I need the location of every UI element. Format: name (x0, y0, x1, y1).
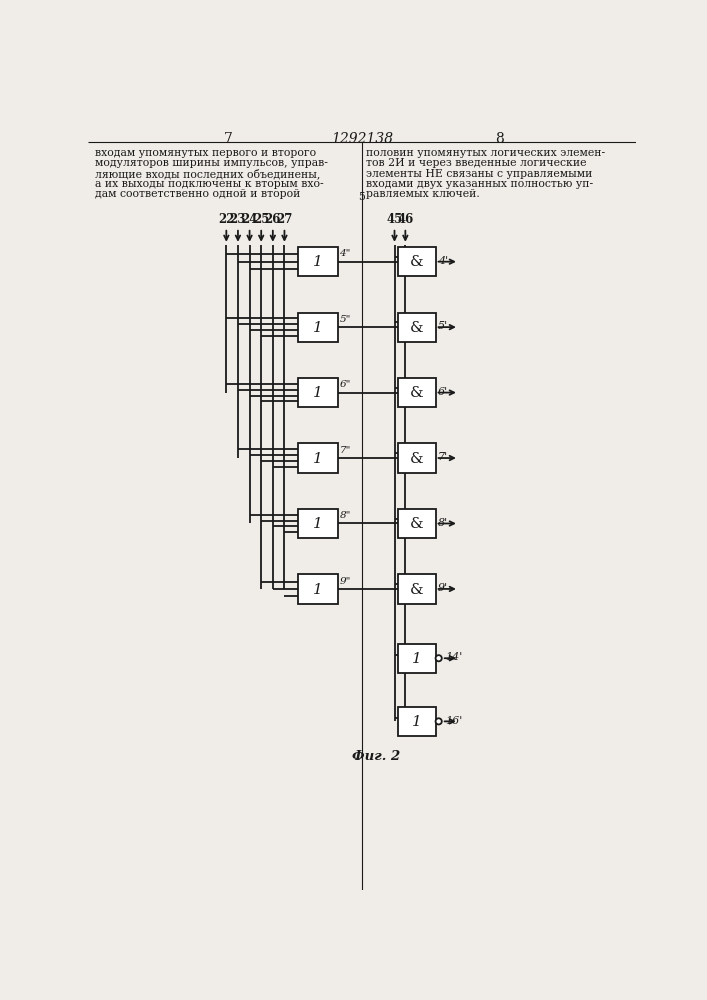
Text: &: & (410, 386, 423, 400)
Text: элементы НЕ связаны с управляемыми: элементы НЕ связаны с управляемыми (366, 169, 592, 179)
Text: 4": 4" (339, 249, 351, 258)
Bar (298, 509, 338, 538)
Text: модуляторов ширины импульсов, управ-: модуляторов ширины импульсов, управ- (95, 158, 327, 168)
Bar (298, 312, 338, 342)
Text: 9": 9" (339, 577, 351, 586)
Text: Фиг. 2: Фиг. 2 (352, 750, 400, 763)
Bar (398, 312, 436, 342)
Text: 1: 1 (313, 583, 322, 597)
Text: 16': 16' (445, 716, 462, 726)
Text: 6": 6" (339, 380, 351, 389)
Text: 1: 1 (412, 652, 422, 666)
Circle shape (436, 718, 442, 724)
Text: &: & (410, 255, 423, 269)
Text: 7": 7" (339, 446, 351, 455)
Text: 46: 46 (397, 213, 414, 226)
Text: входами двух указанных полностью уп-: входами двух указанных полностью уп- (366, 179, 593, 189)
Text: 14': 14' (445, 652, 462, 662)
Text: 1: 1 (313, 321, 322, 335)
Text: 1: 1 (313, 517, 322, 531)
Text: &: & (410, 583, 423, 597)
Text: 1: 1 (313, 386, 322, 400)
Text: 1: 1 (313, 255, 322, 269)
Text: 8': 8' (438, 518, 448, 528)
Text: 25: 25 (253, 213, 269, 226)
Text: равляемых ключей.: равляемых ключей. (366, 189, 479, 199)
Text: половин упомянутых логических элемен-: половин упомянутых логических элемен- (366, 148, 605, 158)
Text: тов 2И и через введенные логические: тов 2И и через введенные логические (366, 158, 586, 168)
Bar (298, 443, 338, 473)
Text: 1292138: 1292138 (332, 132, 393, 146)
Text: 26: 26 (264, 213, 281, 226)
Text: входам упомянутых первого и второго: входам упомянутых первого и второго (95, 148, 316, 158)
Text: а их выходы подключены к вторым вхо-: а их выходы подключены к вторым вхо- (95, 179, 323, 189)
Bar (298, 247, 338, 276)
Text: 1: 1 (412, 715, 422, 729)
Bar (398, 509, 436, 538)
Text: 7': 7' (438, 452, 448, 462)
Text: 5': 5' (438, 321, 448, 331)
Text: &: & (410, 517, 423, 531)
Text: 5": 5" (339, 315, 351, 324)
Text: 5: 5 (358, 192, 365, 202)
Text: 4': 4' (438, 256, 448, 266)
Bar (398, 247, 436, 276)
Text: 1: 1 (313, 452, 322, 466)
Circle shape (436, 655, 442, 661)
Text: &: & (410, 452, 423, 466)
Text: дам соответственно одной и второй: дам соответственно одной и второй (95, 189, 300, 199)
Text: 7: 7 (223, 132, 233, 146)
Text: ляющие входы последних объединены,: ляющие входы последних объединены, (95, 169, 320, 179)
Text: 27: 27 (276, 213, 293, 226)
Bar (398, 574, 436, 604)
Text: 45: 45 (386, 213, 402, 226)
Bar (398, 443, 436, 473)
Text: &: & (410, 321, 423, 335)
Text: 6': 6' (438, 387, 448, 397)
Text: 24: 24 (241, 213, 258, 226)
Text: 23: 23 (230, 213, 246, 226)
Text: 8: 8 (495, 132, 503, 146)
Bar (298, 378, 338, 407)
Text: 9': 9' (438, 583, 448, 593)
Bar (398, 707, 436, 736)
Bar (398, 378, 436, 407)
Text: 8": 8" (339, 511, 351, 520)
Bar (298, 574, 338, 604)
Bar (398, 644, 436, 673)
Text: 22: 22 (218, 213, 235, 226)
